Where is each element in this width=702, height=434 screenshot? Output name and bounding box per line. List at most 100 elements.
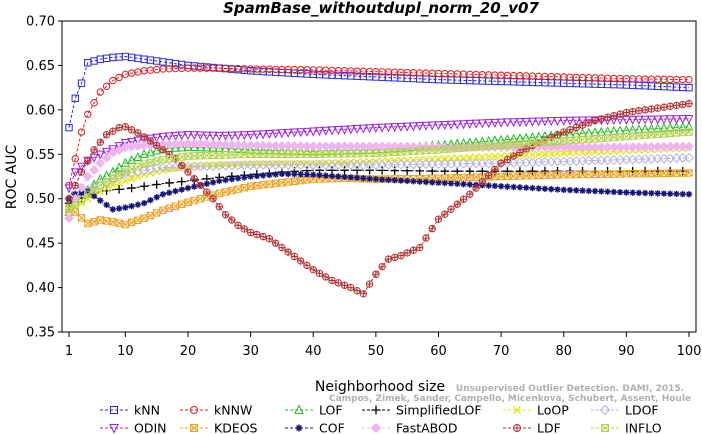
square-x-marker <box>84 190 92 198</box>
x-marker <box>127 175 136 183</box>
plus-marker <box>352 166 362 175</box>
asterisk-marker <box>228 175 236 183</box>
asterisk-marker <box>310 171 317 178</box>
asterisk-marker <box>466 181 474 188</box>
circle-plus-cross <box>310 266 317 273</box>
circle-plus-cross <box>247 229 254 236</box>
watermark-line-2: Campos, Zimek, Sander, Campello, Micenko… <box>329 394 691 404</box>
circle-plus-cross <box>147 137 154 145</box>
x-marker <box>253 160 261 168</box>
legend-item-ldof: LDOF <box>591 403 659 418</box>
square-x-cross <box>672 129 681 137</box>
circle-plus-cross <box>554 131 561 138</box>
asterisk-marker <box>598 188 605 195</box>
square-x-cross <box>265 180 273 188</box>
asterisk-marker <box>410 178 417 185</box>
square-x-cross <box>247 150 255 158</box>
square-x-cross <box>315 150 324 158</box>
series-knn <box>65 52 693 132</box>
x-marker <box>547 150 555 158</box>
asterisk-marker <box>172 187 179 195</box>
square-x-cross <box>503 172 511 180</box>
square-x-cross <box>196 152 205 160</box>
triangle-down-marker <box>396 122 406 132</box>
square-x-cross <box>679 128 687 137</box>
circle-plus-cross <box>72 182 79 189</box>
x-marker <box>265 160 274 168</box>
diamond-filled-marker <box>684 141 694 152</box>
square-x-cross <box>635 170 643 178</box>
square-x-cross <box>516 140 524 148</box>
diamond-filled-marker <box>258 140 269 151</box>
square-x-cross <box>629 132 637 140</box>
legend-label: COF <box>319 421 345 434</box>
x-marker <box>278 159 286 168</box>
circle-marker <box>96 88 105 96</box>
triangle-down-marker <box>127 137 137 147</box>
square-x-cross <box>290 177 299 185</box>
square-x-cross <box>284 178 292 186</box>
square-x-cross <box>641 170 649 178</box>
asterisk-marker <box>222 176 229 184</box>
triangle-down-marker <box>527 117 537 127</box>
x-tick-label: 70 <box>493 344 510 359</box>
circle-plus-cross <box>466 191 474 198</box>
circle-plus-cross <box>259 233 267 240</box>
x-marker <box>422 155 430 163</box>
triangle-down-marker <box>665 115 675 125</box>
square-x-cross <box>253 182 261 190</box>
square-x-cross <box>547 138 555 146</box>
square-x-cross <box>566 171 574 179</box>
plus-marker <box>503 166 512 176</box>
circle-marker <box>109 76 117 85</box>
square-x-cross <box>397 148 405 156</box>
triangle-down-marker <box>684 115 694 125</box>
asterisk-marker <box>134 201 142 208</box>
series-layer <box>64 52 694 298</box>
diamond-filled-marker <box>251 140 262 151</box>
square-x-cross <box>259 150 267 158</box>
legend-label: LoOP <box>537 403 569 418</box>
circle-plus-cross <box>253 231 261 238</box>
square-x-cross <box>578 136 587 144</box>
circle-plus-cross <box>228 216 236 224</box>
triangle-marker <box>139 148 149 158</box>
x-marker <box>503 152 512 160</box>
triangle-down-marker <box>95 150 105 160</box>
circle-plus-cross <box>472 184 480 192</box>
legend-item-lof: LOF <box>285 403 343 418</box>
square-x-cross <box>171 154 180 162</box>
triangle-marker <box>678 121 688 131</box>
triangle-down-marker <box>264 129 274 139</box>
circle-plus-cross <box>641 106 649 114</box>
asterisk-marker <box>166 189 173 196</box>
asterisk-marker <box>90 192 98 200</box>
asterisk-marker <box>629 189 636 196</box>
square-x-cross <box>510 140 518 149</box>
x-marker <box>528 151 537 159</box>
asterisk-marker <box>247 173 254 180</box>
triangle-down-marker <box>109 424 119 434</box>
circle-plus-cross <box>673 102 680 109</box>
series-inflo <box>65 128 693 212</box>
asterisk-marker <box>604 188 611 195</box>
triangle-marker <box>294 404 304 414</box>
circle-plus-cross <box>234 222 242 229</box>
triangle-marker <box>659 122 669 132</box>
square-x-cross <box>610 170 618 178</box>
triangle-down-marker <box>402 122 412 132</box>
x-marker <box>353 158 361 166</box>
triangle-down-marker <box>427 121 437 131</box>
triangle-down-marker <box>296 128 306 138</box>
circle-plus-cross <box>648 105 655 113</box>
x-tick-label: 30 <box>242 344 259 359</box>
square-x-cross <box>90 218 98 226</box>
triangle-down-marker <box>496 118 506 128</box>
diamond-filled-marker <box>189 138 200 149</box>
square-x-cross <box>491 142 499 150</box>
circle-plus-cross <box>328 277 336 284</box>
triangle-down-marker <box>233 131 243 141</box>
asterisk-marker <box>366 175 373 182</box>
diamond-filled-marker <box>270 140 281 151</box>
series-cof <box>65 170 693 213</box>
